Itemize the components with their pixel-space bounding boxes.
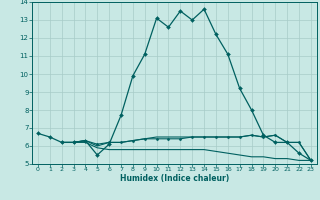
X-axis label: Humidex (Indice chaleur): Humidex (Indice chaleur) xyxy=(120,174,229,183)
